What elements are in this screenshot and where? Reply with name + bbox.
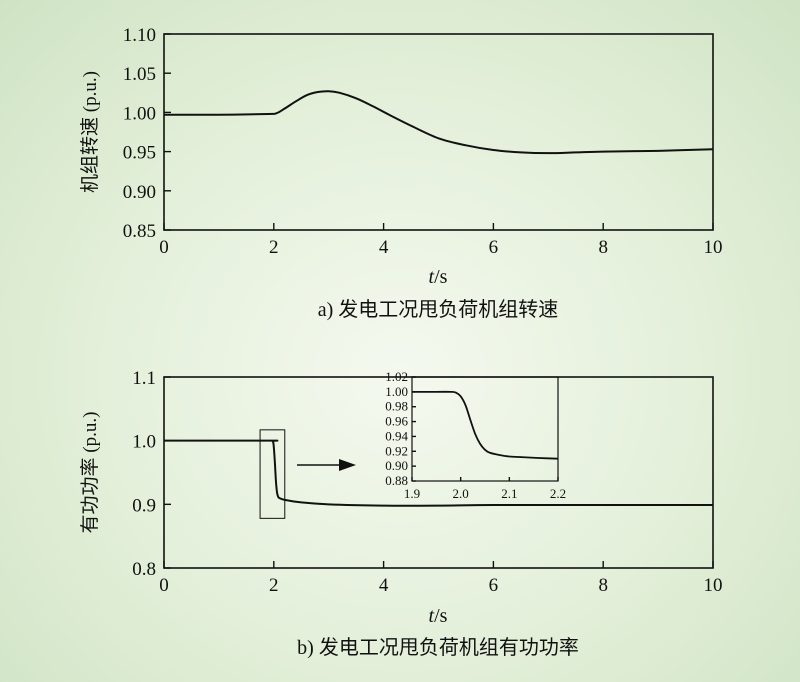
panel-a-y-tick-label: 0.95 (123, 143, 156, 164)
panel-b-y-tick-label: 1.0 (132, 432, 156, 453)
inset-x-tick-label: 2.1 (501, 486, 517, 501)
panel-b-x-axis-label: t/s (429, 605, 448, 627)
panel-b-y-ticks: 0.8 0.9 1.0 1.1 (132, 368, 171, 580)
panel-a-y-tick-label: 1.10 (123, 25, 156, 46)
panel-a-x-tick-label: 0 (159, 237, 169, 258)
panel-a-x-axis-label: t/s (429, 266, 448, 288)
panel-b-zoom-highlight-box (259, 429, 286, 519)
panel-a-y-ticks: 0.85 0.90 0.95 1.00 1.05 1.10 (123, 25, 171, 242)
panel-a-y-tick-label: 0.90 (123, 182, 156, 203)
panel-b-x-tick-label: 8 (598, 575, 608, 596)
inset-y-tick-label: 0.94 (385, 428, 408, 443)
inset-y-tick-label: 1.02 (385, 369, 408, 384)
panel-b-y-axis-label: 有功功率 (p.u.) (79, 412, 101, 534)
inset-x-tick-label: 2.0 (453, 486, 469, 501)
panel-a-x-axis-variable: t (429, 266, 435, 288)
inset-y-tick-label: 0.92 (385, 443, 408, 458)
inset-x-tick-label: 2.2 (550, 486, 566, 501)
panel-a-y-tick-label: 1.05 (123, 64, 156, 85)
panel-a-plot-frame (163, 33, 714, 231)
zoom-arrow-icon (297, 459, 356, 471)
inset-power-series-line (412, 390, 559, 460)
panel-b-power-series-line (163, 439, 713, 507)
panel-b-x-axis-unit: /s (434, 605, 448, 627)
panel-b-x-tick-label: 6 (489, 575, 499, 596)
panel-b-x-axis-variable: t (429, 605, 435, 627)
panel-a-x-tick-label: 2 (269, 237, 279, 258)
panel-a-y-tick-label: 0.85 (123, 221, 156, 242)
inset-y-tick-label: 0.98 (385, 399, 408, 414)
panel-a-x-ticks: 0 2 4 6 8 10 (159, 223, 723, 258)
panel-b-x-tick-label: 4 (379, 575, 389, 596)
panel-a-x-tick-label: 4 (379, 237, 389, 258)
panel-a-x-tick-label: 10 (704, 237, 723, 258)
panel-b-y-tick-label: 0.8 (132, 559, 156, 580)
inset-plot-frame (411, 376, 559, 482)
inset-x-ticks: 1.9 2.0 2.1 2.2 (404, 477, 566, 501)
panel-b-inset-chart: 1.9 2.0 2.1 2.2 0.880.900.920.940.960.981.0… (385, 369, 566, 501)
panel-a-caption: a) 发电工况甩负荷机组转速 (318, 298, 559, 321)
panel-b-plot-frame (163, 376, 714, 569)
inset-y-tick-label: 0.88 (385, 473, 408, 488)
inset-y-tick-label: 1.00 (385, 384, 408, 399)
inset-y-tick-label: 0.96 (385, 414, 408, 429)
panel-b-caption: b) 发电工况甩负荷机组有功功率 (297, 636, 579, 659)
panel-a-x-tick-label: 6 (489, 237, 499, 258)
panel-a-speed-series-line (163, 90, 714, 155)
inset-y-ticks: 0.880.900.920.940.960.981.001.02 (385, 369, 416, 488)
panel-b-x-ticks: 0 2 4 6 8 10 (159, 561, 723, 596)
panel-b-x-tick-label: 10 (704, 575, 723, 596)
zoom-arrow-head (339, 459, 356, 471)
panel-b-x-tick-label: 2 (269, 575, 279, 596)
panel-a-speed-chart: 0 2 4 6 8 10 0.85 0.90 0.95 1.00 1.05 1.10 机组转速 (p… (79, 25, 723, 321)
inset-y-tick-label: 0.90 (385, 458, 408, 473)
panel-a-x-axis-unit: /s (434, 266, 448, 288)
panel-a-y-axis-label: 机组转速 (p.u.) (79, 71, 101, 193)
panel-b-x-tick-label: 0 (159, 575, 169, 596)
panel-a-y-tick-label: 1.00 (123, 103, 156, 124)
panel-b-y-tick-label: 0.9 (132, 495, 156, 516)
panel-b-y-tick-label: 1.1 (132, 368, 156, 389)
inset-x-tick-label: 1.9 (404, 486, 420, 501)
panel-a-x-tick-label: 8 (598, 237, 608, 258)
panel-b-power-chart: 0 2 4 6 8 10 0.80.91.01.1 1.9 2.0 2.1 2.2 0.880.… (79, 368, 723, 659)
